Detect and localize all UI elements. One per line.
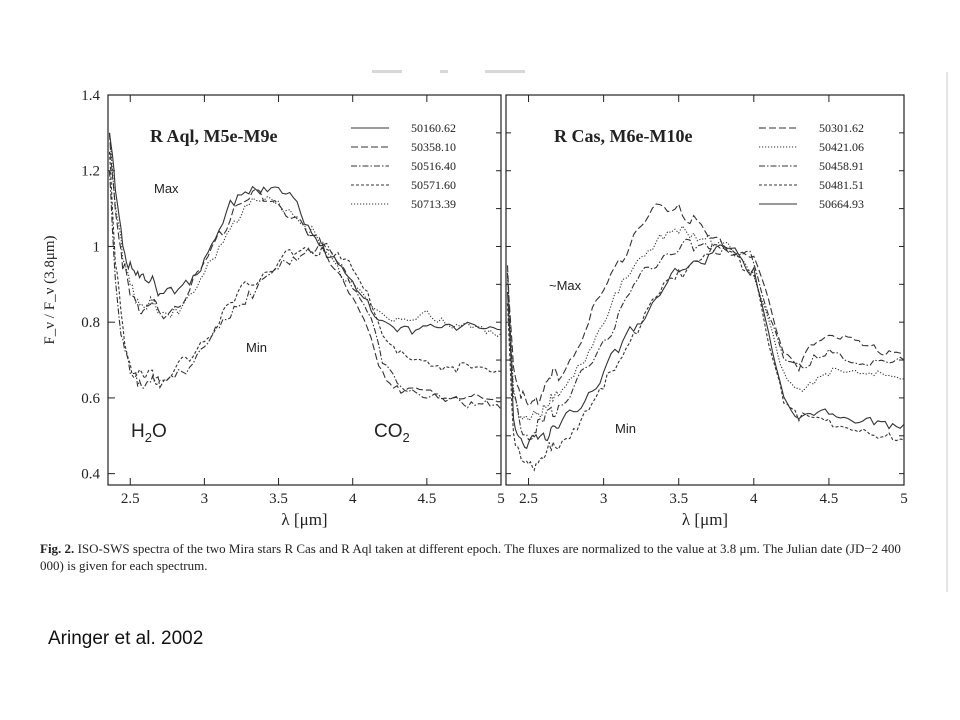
series-line	[108, 132, 501, 403]
x-tick-label: 4.5	[820, 491, 839, 507]
x-tick-label: 3	[201, 491, 209, 507]
legend-entry: 50713.39	[411, 197, 456, 211]
page-edge-line	[946, 72, 948, 592]
x-tick-label: 3.5	[269, 491, 288, 507]
x-tick-label: 2.5	[519, 491, 538, 507]
caption-text: ISO-SWS spectra of the two Mira stars R …	[40, 541, 901, 573]
legend-entry: 50301.62	[819, 121, 864, 135]
subscript: 2	[145, 430, 152, 445]
caption-label: Fig. 2.	[40, 541, 75, 556]
citation: Aringer et al. 2002	[48, 628, 204, 649]
y-axis-label-text: F_ν / F_ν (3.8μm)	[42, 235, 58, 344]
y-tick-label: 1	[93, 239, 101, 255]
y-tick-label: 1.2	[81, 164, 100, 180]
plot-frame	[505, 94, 905, 486]
series-line	[108, 132, 502, 338]
legend-entry: 50160.62	[411, 121, 456, 135]
y-axis-label: F_ν / F_ν (3.8μm)	[42, 235, 58, 344]
faint-header-trace	[372, 70, 525, 73]
series-line	[506, 244, 905, 450]
annotation-min: Min	[246, 340, 267, 355]
annotation-co2: CO2	[374, 421, 410, 445]
legend-entry: 50421.06	[819, 140, 864, 154]
x-tick-label: 4	[750, 491, 758, 507]
series-line	[108, 170, 502, 410]
y-tick-label: 0.4	[81, 467, 100, 483]
x-axis-label: λ [μm]	[281, 510, 327, 529]
legend-entry: 50458.91	[819, 159, 864, 173]
annotation-min: Min	[615, 421, 636, 436]
spectra-figure: 2.5 3 3.5 4 4.5 5 0.4 0.6 0.8 1 1.2 1.4 λ [μm] R Aql,…	[42, 70, 908, 529]
x-tick-label: 5	[497, 491, 505, 507]
annotation-max: Max	[154, 181, 179, 196]
y-tick-label: 1.4	[81, 88, 100, 104]
series-line	[506, 203, 905, 407]
legend-entry: 50571.60	[411, 178, 456, 192]
panel-r-aql: 2.5 3 3.5 4 4.5 5 0.4 0.6 0.8 1 1.2 1.4 λ [μm] R Aql,…	[81, 88, 505, 529]
x-tick-label: 3	[600, 491, 608, 507]
y-tick-label: 0.8	[81, 315, 100, 331]
series-line	[506, 243, 905, 472]
text-part: O	[152, 421, 167, 442]
legend-entry: 50664.93	[819, 197, 864, 211]
x-tick-label: 5	[900, 491, 908, 507]
x-tick-label: 3.5	[669, 491, 688, 507]
series-line	[506, 238, 905, 441]
figure-caption: Fig. 2. ISO-SWS spectra of the two Mira …	[40, 540, 920, 574]
legend-entry: 50358.10	[411, 140, 456, 154]
panel-r-cas: 2.5 3 3.5 4 4.5 5 λ [μm] R Cas, M6e-M10e 50301.6…	[505, 94, 908, 529]
y-tick-label: 0.6	[81, 391, 100, 407]
subscript: 2	[403, 430, 410, 445]
annotation-approx-max: ~Max	[549, 278, 582, 293]
x-axis-label: λ [μm]	[682, 510, 728, 529]
x-tick-label: 4	[349, 491, 357, 507]
series-line	[506, 224, 905, 422]
x-tick-label: 4.5	[417, 491, 436, 507]
annotation-h2o: H2O	[131, 421, 167, 445]
series-line	[108, 132, 502, 336]
legend-entry: 50481.51	[819, 178, 864, 192]
panel-title: R Cas, M6e-M10e	[554, 126, 692, 146]
legend-entry: 50516.40	[411, 159, 456, 173]
x-tick-label: 2.5	[121, 491, 140, 507]
plot-frame	[107, 94, 502, 486]
panel-title: R Aql, M5e-M9e	[150, 126, 277, 146]
